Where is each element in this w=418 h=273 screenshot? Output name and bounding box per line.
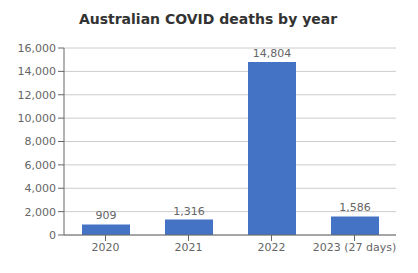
svg-text:2020: 2020	[92, 241, 120, 254]
html-text:Australian COVID deaths by yea: Australian COVID deaths by year	[78, 11, 338, 27]
svg-text:6,000: 6,000	[25, 159, 57, 172]
svg-text:0: 0	[49, 229, 56, 242]
svg-text:1,316: 1,316	[173, 205, 205, 218]
svg-text:12,000: 12,000	[18, 89, 57, 102]
svg-text:2021: 2021	[175, 241, 203, 254]
svg-text:14,804: 14,804	[253, 47, 292, 60]
svg-text:16,000: 16,000	[18, 42, 57, 55]
svg-text:2023 (27 days): 2023 (27 days)	[313, 241, 397, 254]
svg-text:4,000: 4,000	[25, 182, 57, 195]
svg-text:1,586: 1,586	[339, 201, 371, 214]
svg-text:8,000: 8,000	[25, 135, 57, 148]
svg-text:10,000: 10,000	[18, 112, 57, 125]
svg-text:909: 909	[96, 209, 117, 222]
svg-text:2,000: 2,000	[25, 206, 57, 219]
svg-text:14,000: 14,000	[18, 65, 57, 78]
svg-text:2022: 2022	[258, 241, 286, 254]
